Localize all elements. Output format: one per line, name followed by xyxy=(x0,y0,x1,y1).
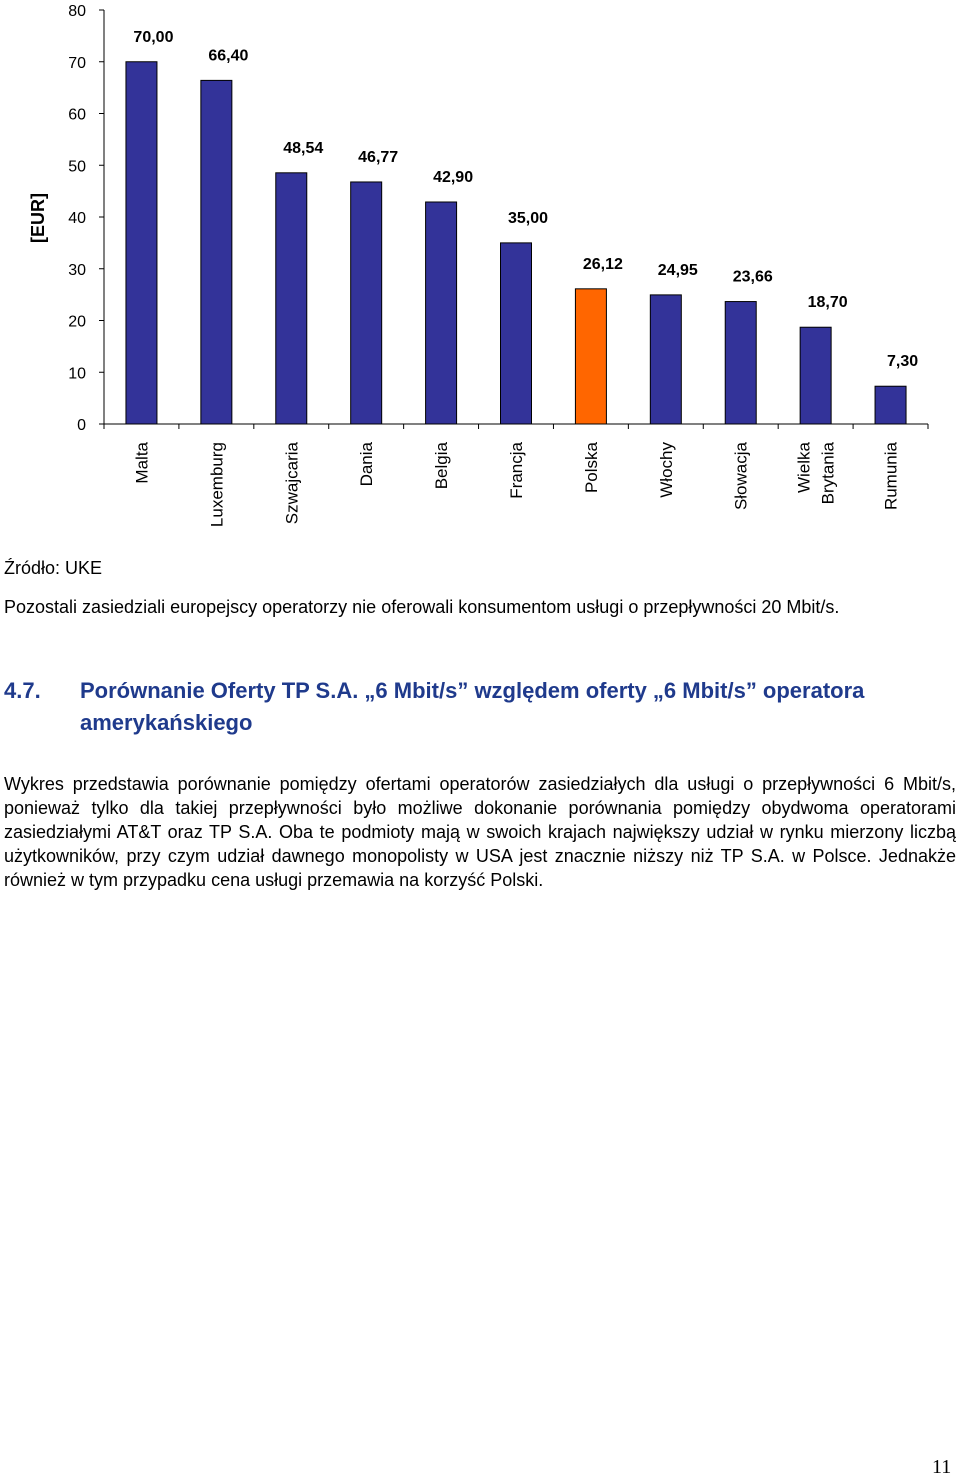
x-tick-label: Szwajcaria xyxy=(282,441,301,524)
data-label: 35,00 xyxy=(508,210,548,227)
source-note: Źródło: UKE xyxy=(4,558,103,578)
bar xyxy=(574,288,607,425)
bar xyxy=(125,61,158,425)
x-tick-label: Francja xyxy=(507,441,526,498)
y-tick-label: 30 xyxy=(68,262,86,279)
x-tick-label: Wielka xyxy=(795,441,814,493)
paragraph: Wykres przedstawia porównanie pomiędzy o… xyxy=(4,774,956,890)
y-tick-label: 40 xyxy=(68,210,86,227)
data-label: 24,95 xyxy=(658,262,698,279)
bar xyxy=(500,242,532,425)
x-tick-label: Luxemburg xyxy=(207,442,226,527)
y-tick-label: 50 xyxy=(68,158,86,175)
data-label: 7,30 xyxy=(887,353,918,370)
data-label: 48,54 xyxy=(283,140,323,157)
data-label: 70,00 xyxy=(133,29,173,46)
bar xyxy=(649,294,682,425)
value-labels: 70,00 66,40 48,54 46,77 42,90 35,00 26,12 24,95… xyxy=(133,29,918,370)
bar xyxy=(350,181,383,425)
y-tick-label: 80 xyxy=(68,3,86,20)
paragraph: Pozostali zasiedziali europejscy operato… xyxy=(4,597,840,617)
category-labels: Malta Luxemburg Szwajcaria Dania Belgia Franc… xyxy=(132,441,900,527)
bar-chart: 0 10 20 30 40 50 60 70 80 70,00 66,40 48,54 46,77 42… xyxy=(28,3,929,527)
y-axis: 0 10 20 30 40 50 60 70 80 xyxy=(68,3,929,434)
bar xyxy=(425,201,458,425)
x-tick-label: Brytania xyxy=(819,441,838,504)
data-label: 66,40 xyxy=(208,47,248,64)
x-tick-label: Słowacja xyxy=(732,441,751,510)
data-label: 26,12 xyxy=(583,256,623,273)
x-tick-label: Dania xyxy=(357,441,376,486)
bar xyxy=(874,385,907,425)
x-tick-label: Belgia xyxy=(432,441,451,489)
data-label: 23,66 xyxy=(733,269,773,286)
page-number: 11 xyxy=(932,1456,952,1478)
bars xyxy=(125,61,907,425)
bar xyxy=(275,172,308,425)
y-tick-label: 20 xyxy=(68,314,86,331)
x-tick-label: Włochy xyxy=(657,442,676,498)
data-label: 46,77 xyxy=(358,149,398,166)
bar xyxy=(200,79,233,425)
y-tick-label: 60 xyxy=(68,107,86,124)
data-label: 42,90 xyxy=(433,169,473,186)
y-axis-label: [EUR] xyxy=(28,193,48,243)
x-tick-label: Malta xyxy=(132,441,151,483)
x-tick-label: Rumunia xyxy=(882,441,901,510)
bar xyxy=(724,301,757,425)
bar xyxy=(799,326,832,425)
x-tick-label: Polska xyxy=(582,441,601,493)
y-tick-label: 10 xyxy=(68,365,86,382)
y-tick-label: 70 xyxy=(68,55,86,72)
section-title: Porównanie Oferty TP S.A. „6 Mbit/s” wzg… xyxy=(80,678,865,735)
data-label: 18,70 xyxy=(808,294,848,311)
section-number: 4.7. xyxy=(4,678,41,703)
y-tick-label: 0 xyxy=(77,417,86,434)
